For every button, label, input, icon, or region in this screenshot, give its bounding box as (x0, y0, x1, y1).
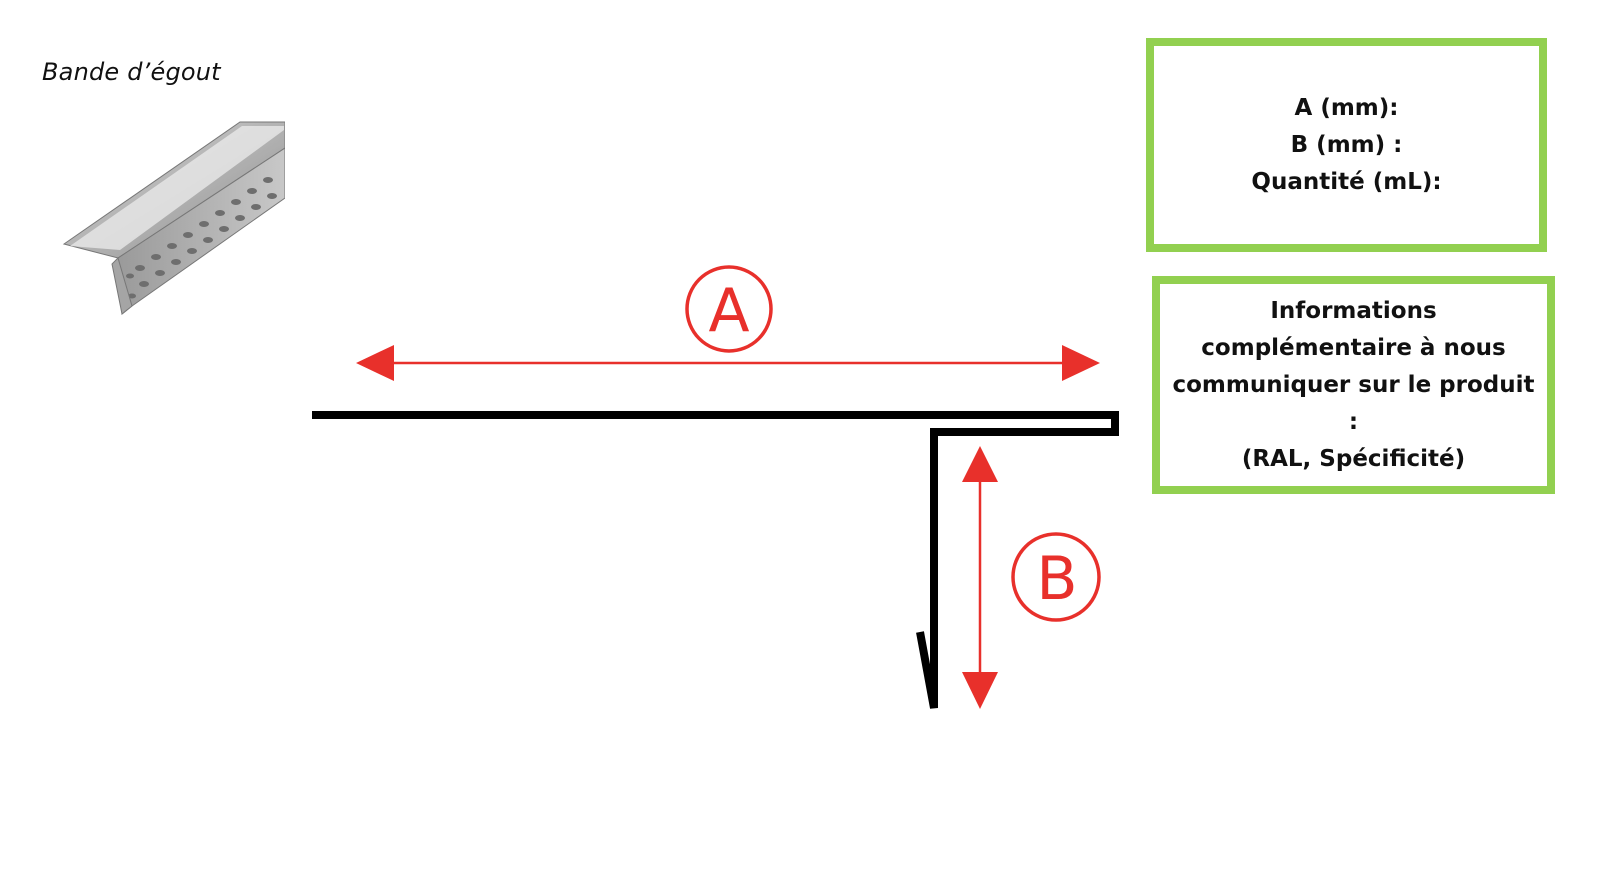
dimension-b-field-label: B (mm) : (1290, 131, 1403, 158)
dimension-b-label: B (1036, 544, 1077, 614)
dimension-a-field-label: A (mm): (1294, 94, 1399, 121)
info-line-4: (RAL, Spécificité) (1241, 445, 1466, 472)
arrowhead-up (962, 446, 998, 482)
info-line-2: complémentaire à nous (1201, 334, 1506, 361)
additional-info-box: Informations complémentaire à nous commu… (1152, 276, 1555, 494)
photo-highlight (70, 126, 284, 250)
profile-outline (312, 411, 1119, 709)
dimension-b-arrow (962, 446, 998, 709)
info-line-1: Informations (1270, 297, 1437, 324)
product-photo (62, 121, 285, 315)
arrowhead-down (962, 672, 998, 709)
dimensions-box: A (mm): B (mm) : Quantité (mL): (1146, 38, 1547, 252)
dimension-b-marker: B (1011, 532, 1101, 622)
photo-perforations (126, 177, 277, 299)
product-title: Bande d’égout (42, 58, 221, 86)
quantity-field-label: Quantité (mL): (1251, 168, 1442, 195)
arrowhead-right (1062, 345, 1100, 381)
dimension-a-label: A (708, 276, 749, 346)
dimension-a-marker: A (685, 265, 773, 353)
photo-drip-lip (111, 257, 133, 315)
arrowhead-left (356, 345, 394, 381)
info-line-3: communiquer sur le produit : (1172, 371, 1535, 435)
dimension-a-arrow (356, 345, 1100, 381)
